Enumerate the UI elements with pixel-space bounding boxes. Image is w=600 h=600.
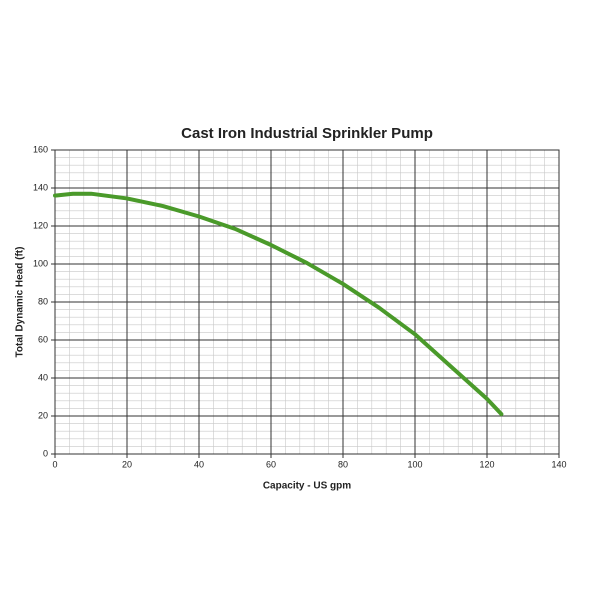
y-tick-label: 120	[33, 220, 48, 230]
x-axis-label: Capacity - US gpm	[263, 481, 351, 492]
chart-title: Cast Iron Industrial Sprinkler Pump	[181, 125, 433, 142]
y-tick-label: 40	[38, 372, 48, 382]
x-tick-label: 60	[266, 459, 276, 469]
x-tick-label: 120	[479, 459, 494, 469]
y-tick-label: 20	[38, 410, 48, 420]
x-tick-label: 100	[407, 459, 422, 469]
x-tick-label: 40	[194, 459, 204, 469]
y-tick-label: 100	[33, 258, 48, 268]
x-tick-label: 140	[551, 459, 566, 469]
y-axis-label: Total Dynamic Head (ft)	[15, 247, 26, 358]
y-tick-label: 160	[33, 144, 48, 154]
x-tick-label: 80	[338, 459, 348, 469]
y-tick-label: 60	[38, 334, 48, 344]
y-tick-label: 140	[33, 182, 48, 192]
x-tick-label: 20	[122, 459, 132, 469]
plot-frame	[54, 149, 560, 455]
y-tick-label: 0	[43, 448, 48, 458]
y-tick-label: 80	[38, 296, 48, 306]
x-tick-label: 0	[52, 459, 57, 469]
data-line	[53, 191, 504, 417]
